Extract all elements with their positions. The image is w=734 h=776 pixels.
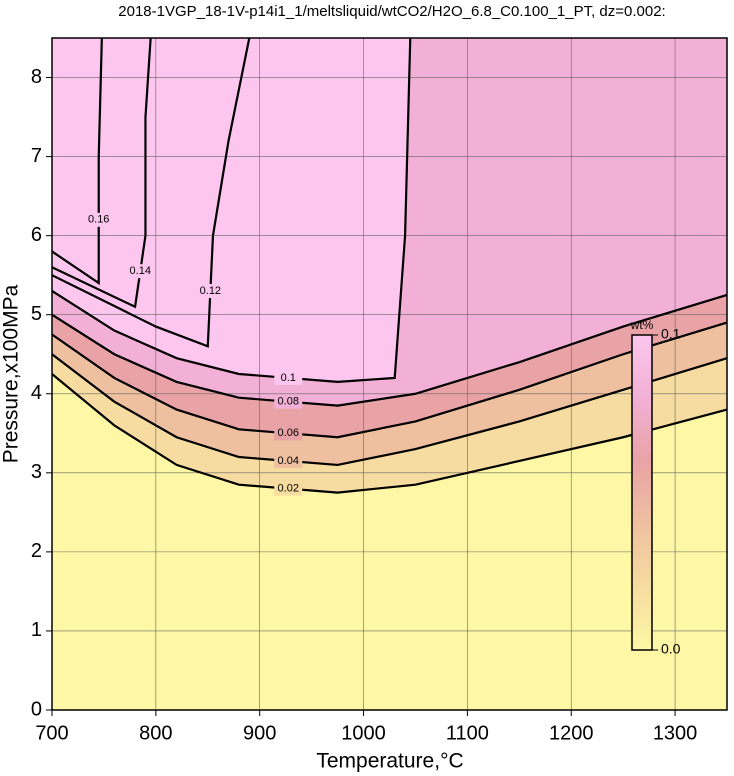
y-tick-label: 0 <box>31 698 42 720</box>
y-tick-label: 6 <box>31 224 42 246</box>
contour-line <box>51 293 728 407</box>
contour-line <box>51 353 728 467</box>
y-tick-label: 4 <box>31 382 42 404</box>
contour-label: 0.06 <box>278 427 299 439</box>
chart-title: 2018-1VGP_18-1V-p14i1_1/meltsliquid/wtCO… <box>118 3 665 20</box>
contour-label: 0.1 <box>281 372 296 384</box>
contour-label: 0.12 <box>200 285 221 297</box>
contour-label: 0.14 <box>130 265 151 277</box>
contour-line <box>51 37 152 309</box>
plot-frame <box>51 37 728 711</box>
contour-label: 0.02 <box>278 483 299 495</box>
contour-label: 0.08 <box>278 396 299 408</box>
contour-label: 0.04 <box>278 455 299 467</box>
contour-label-bg <box>84 212 113 227</box>
x-tick-label: 700 <box>35 722 68 744</box>
contour-label: 0.16 <box>88 214 109 226</box>
contour-label-bg <box>274 394 303 409</box>
colorbar-label: wt% <box>630 318 654 332</box>
contour-label-bg <box>274 426 303 441</box>
x-tick-label: 1100 <box>446 722 489 744</box>
x-tick-label: 1200 <box>549 722 594 744</box>
y-tick-label: 7 <box>31 145 42 167</box>
y-tick-label: 3 <box>31 461 42 483</box>
contour-fill <box>52 38 102 284</box>
colorbar <box>631 334 653 651</box>
y-axis-label: Pressure,x100MPa <box>0 284 23 463</box>
contour-label-bg <box>274 453 303 468</box>
plot-area: 0.02 0.04 0.06 0.08 0.1 0.12 0.14 0.16 <box>51 37 728 711</box>
colorbar-tick-label: 0.0 <box>661 641 681 657</box>
contour-line <box>51 373 728 494</box>
contour-label-bg <box>274 481 303 496</box>
y-tick-label: 1 <box>31 619 42 641</box>
x-axis-label: Temperature,°C <box>316 750 463 773</box>
contour-label-bg <box>274 370 303 385</box>
x-tick-label: 1300 <box>653 722 698 744</box>
x-tick-label: 900 <box>243 722 276 744</box>
contour-line <box>51 321 728 439</box>
y-tick-label: 8 <box>31 66 42 88</box>
x-tick-label: 1000 <box>341 722 386 744</box>
y-tick-label: 2 <box>31 540 42 562</box>
contour-label-bg <box>126 264 155 279</box>
y-tick-label: 5 <box>31 303 42 325</box>
x-tick-label: 800 <box>139 722 172 744</box>
contour-label-bg <box>196 283 225 298</box>
colorbar-tick-label: 0.1 <box>661 326 681 342</box>
